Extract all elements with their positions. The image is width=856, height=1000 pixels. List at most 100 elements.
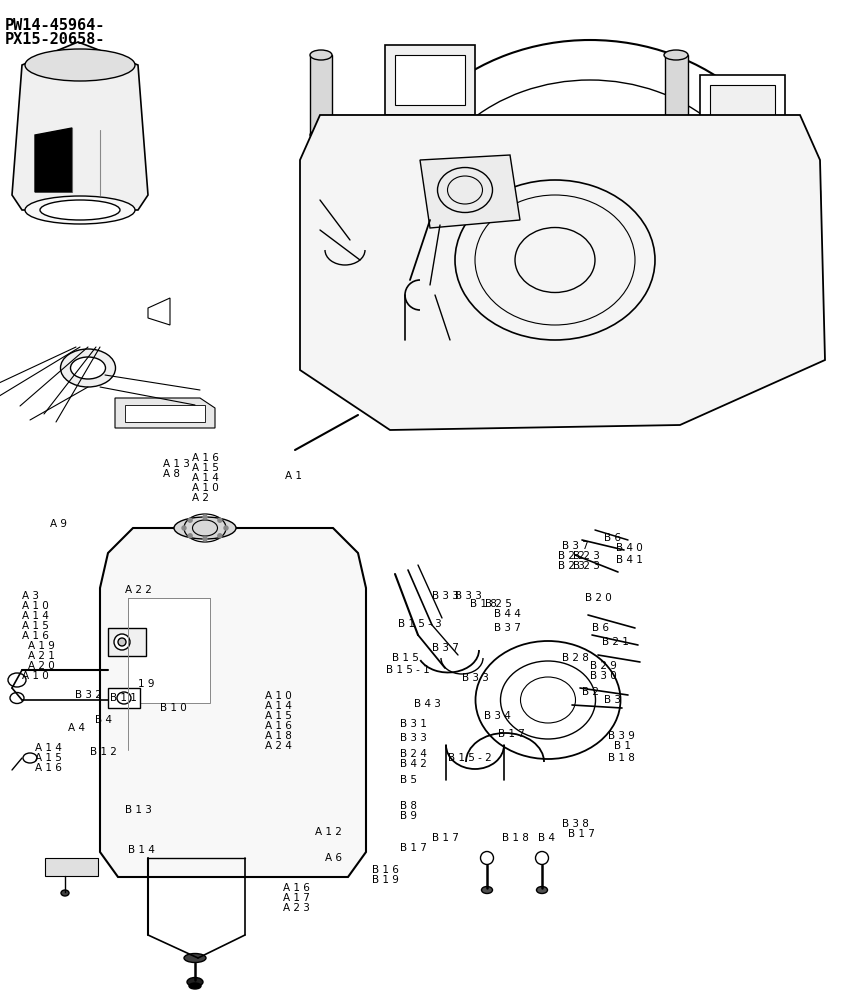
Polygon shape (310, 55, 332, 135)
Text: A 1 2: A 1 2 (315, 827, 342, 837)
Text: B 3 3: B 3 3 (462, 673, 489, 683)
Text: B 3 3: B 3 3 (432, 591, 459, 601)
Text: A 2: A 2 (192, 493, 209, 503)
Text: B 1 7: B 1 7 (498, 729, 525, 739)
Text: B 2 0: B 2 0 (585, 593, 612, 603)
Polygon shape (100, 528, 366, 877)
Ellipse shape (310, 130, 332, 140)
Text: B 1 5 - 3: B 1 5 - 3 (398, 619, 442, 629)
Text: A 1 5: A 1 5 (35, 753, 62, 763)
Ellipse shape (189, 983, 201, 989)
Text: A 2 4: A 2 4 (265, 741, 292, 751)
Ellipse shape (733, 121, 751, 139)
Text: B 9: B 9 (400, 811, 417, 821)
Polygon shape (35, 128, 72, 192)
Text: A 2 1: A 2 1 (28, 651, 55, 661)
Text: A 2 0: A 2 0 (28, 661, 55, 671)
Polygon shape (710, 85, 775, 165)
Ellipse shape (114, 634, 130, 650)
Text: A 6: A 6 (325, 853, 342, 863)
Text: B 3 7: B 3 7 (494, 623, 520, 633)
Ellipse shape (40, 200, 120, 220)
Ellipse shape (481, 886, 492, 894)
Text: B 1 5 - 1: B 1 5 - 1 (386, 665, 430, 675)
Text: B 1 8: B 1 8 (502, 833, 529, 843)
Polygon shape (125, 405, 205, 422)
Text: A 8: A 8 (163, 469, 180, 479)
Polygon shape (665, 55, 688, 160)
Ellipse shape (182, 526, 186, 530)
Text: B 1 6: B 1 6 (372, 865, 399, 875)
Text: B 3 8: B 3 8 (562, 819, 589, 829)
Polygon shape (148, 298, 170, 325)
Text: A 1 6: A 1 6 (283, 883, 310, 893)
Text: B 3 7: B 3 7 (562, 541, 589, 551)
Text: B 4: B 4 (538, 833, 555, 843)
Text: A 1 0: A 1 0 (22, 671, 49, 681)
Ellipse shape (117, 692, 131, 704)
Text: A 1 5: A 1 5 (22, 621, 49, 631)
Text: A 9: A 9 (50, 519, 67, 529)
Text: A 1 4: A 1 4 (265, 701, 292, 711)
Text: B 1 8: B 1 8 (470, 599, 496, 609)
Text: B 3 3: B 3 3 (455, 591, 482, 601)
Polygon shape (395, 55, 465, 105)
Bar (108, 628, 146, 656)
Text: A 1 4: A 1 4 (35, 743, 62, 753)
Polygon shape (778, 200, 810, 250)
Text: B 3 1: B 3 1 (400, 719, 427, 729)
Text: A 1 0: A 1 0 (192, 483, 219, 493)
Text: A 1 5: A 1 5 (192, 463, 219, 473)
Text: A 1 4: A 1 4 (192, 473, 219, 483)
Text: B 1 8: B 1 8 (608, 753, 635, 763)
Text: PX15-20658-: PX15-20658- (5, 32, 105, 47)
Ellipse shape (23, 753, 37, 763)
Text: B 3 0: B 3 0 (590, 671, 617, 681)
Ellipse shape (536, 852, 549, 864)
Ellipse shape (10, 692, 24, 704)
Text: B 6: B 6 (604, 533, 621, 543)
Polygon shape (385, 45, 475, 115)
Text: B 1 5: B 1 5 (392, 653, 419, 663)
Text: B 1 0: B 1 0 (160, 703, 187, 713)
Text: B 3 7: B 3 7 (432, 643, 459, 653)
Polygon shape (768, 190, 820, 260)
Text: B 5: B 5 (400, 775, 417, 785)
Text: B 4 2: B 4 2 (400, 759, 427, 769)
Text: B 1 7: B 1 7 (568, 829, 595, 839)
Text: A 1 4: A 1 4 (22, 611, 49, 621)
Ellipse shape (8, 673, 26, 687)
Text: B 4 0: B 4 0 (616, 543, 643, 553)
Text: B 2 3: B 2 3 (558, 561, 585, 571)
Text: B 6: B 6 (592, 623, 609, 633)
Text: B 1: B 1 (614, 741, 631, 751)
Ellipse shape (25, 196, 135, 224)
Text: A 1 6: A 1 6 (265, 721, 292, 731)
Text: A 2 2: A 2 2 (125, 585, 152, 595)
Text: B 3: B 3 (604, 695, 621, 705)
Text: A 1 6: A 1 6 (192, 453, 219, 463)
Ellipse shape (664, 50, 688, 60)
Text: B 2 5: B 2 5 (485, 599, 512, 609)
Text: B 4 1: B 4 1 (616, 555, 643, 565)
Ellipse shape (217, 518, 222, 522)
Ellipse shape (118, 638, 126, 646)
Ellipse shape (203, 515, 207, 519)
Ellipse shape (537, 886, 548, 894)
Text: B 3 4: B 3 4 (484, 711, 511, 721)
Polygon shape (115, 398, 215, 428)
Text: B 1 3: B 1 3 (125, 805, 152, 815)
Text: B 2 1: B 2 1 (602, 637, 629, 647)
Text: B 3 2: B 3 2 (75, 690, 102, 700)
Ellipse shape (188, 534, 192, 538)
Text: B 2 3: B 2 3 (573, 551, 600, 561)
Text: A 1 5: A 1 5 (265, 711, 292, 721)
Ellipse shape (184, 954, 206, 962)
Text: B 1 7: B 1 7 (400, 843, 427, 853)
Text: A 1 0: A 1 0 (265, 691, 292, 701)
Bar (128, 598, 210, 703)
Polygon shape (300, 115, 825, 430)
Text: A 1 6: A 1 6 (22, 631, 49, 641)
Ellipse shape (174, 517, 236, 539)
Text: A 1 8: A 1 8 (265, 731, 292, 741)
